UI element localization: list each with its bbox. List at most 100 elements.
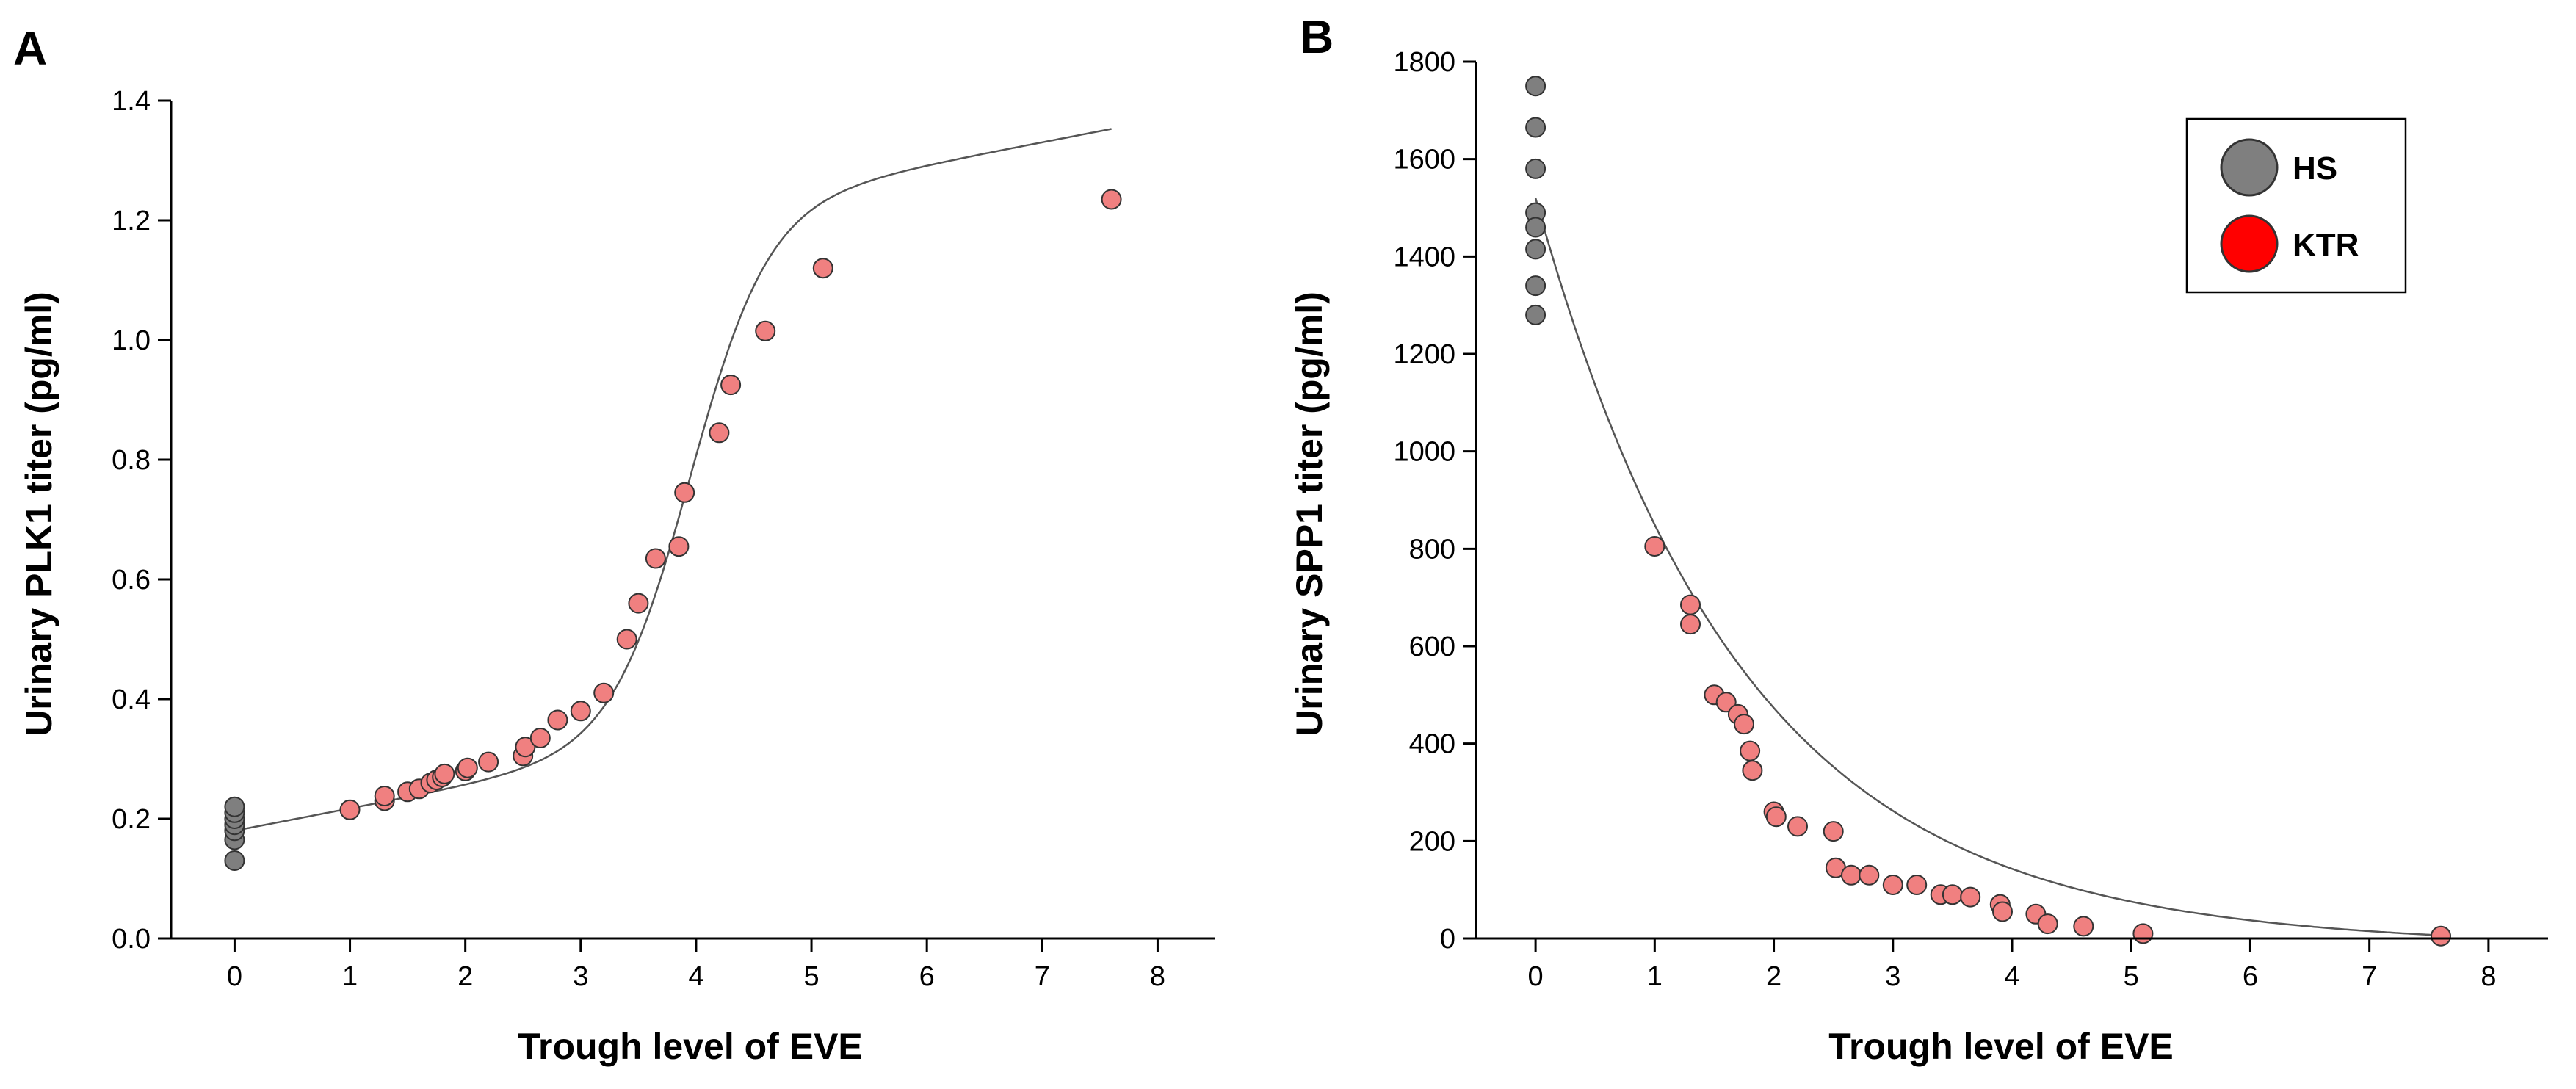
panel-b-x-tick-label: 1	[1647, 961, 1663, 992]
panel-b-point-ktr	[1960, 886, 1981, 908]
panel-b-point-ktr	[1787, 816, 1808, 837]
panel-a-fit-line	[234, 128, 1112, 832]
panel-b-label: B	[1300, 10, 1334, 63]
panel-a-x-tick-label: 5	[803, 961, 819, 992]
panel-b-y-tick-label: 0	[1440, 924, 1455, 955]
panel-b-point-ktr	[1882, 875, 1903, 895]
panel-b-point-ktr	[1740, 740, 1761, 761]
panel-a-y-tick-label: 0.6	[112, 565, 151, 596]
panel-a-point-hs	[224, 850, 245, 871]
panel-b-point-hs	[1525, 217, 1546, 238]
panel-a-point-ktr	[457, 757, 478, 778]
panel-a-point-ktr	[515, 737, 536, 758]
panel-a-x-tick-label: 1	[342, 961, 358, 992]
panel-b-point-ktr	[1823, 821, 1844, 842]
panel-b-point-ktr	[1680, 594, 1701, 615]
panel-a-point-hs	[224, 796, 245, 817]
legend-box	[2185, 117, 2407, 294]
legend: HS KTR	[2185, 117, 2407, 294]
panel-a-point-ktr	[593, 682, 615, 703]
panel-b-y-tick-label: 800	[1409, 534, 1455, 565]
panel-b-point-ktr	[1742, 760, 1763, 781]
panel-a-axes: 0 1 2 3 4 5 6 7 8 0.0 0.2 0.4 0.6 0.8 1.0 1.2 1.4	[112, 86, 1215, 992]
panel-b-x-tick-label: 6	[2243, 961, 2258, 992]
panel-b-x-tick-label: 0	[1528, 961, 1544, 992]
panel-b-point-ktr	[1841, 864, 1862, 886]
panel-b-y-tick-label: 400	[1409, 729, 1455, 760]
panel-a-point-ktr	[547, 709, 568, 731]
panel-b-point-ktr	[1942, 884, 1963, 905]
panel-b-axes: 0 1 2 3 4 5 6 7 8 0 200 400 600 800 1000 1200 1400 1600 18…	[1393, 47, 2548, 992]
panel-b: B 0 1 2 3 4 5 6 7 8 0 200 400 600 800 1000 1200 1400 1600…	[1289, 10, 2548, 1067]
legend-ktr-label: KTR	[2293, 227, 2359, 263]
panel-b-point-ktr	[1715, 692, 1737, 713]
panel-a-x-tick-label: 4	[688, 961, 703, 992]
panel-a: A 0 1 2 3 4 5 6 7 8 0.0 0.2 0.4 0.6 0.8 1.0 1.2 1.4 Trou…	[13, 22, 1215, 1067]
panel-b-x-tick-label: 7	[2362, 961, 2377, 992]
panel-a-point-ktr	[570, 701, 591, 722]
panel-b-point-ktr	[2073, 916, 2094, 937]
panel-b-y-tick-label: 1200	[1393, 339, 1455, 370]
panel-a-x-tick-label: 6	[919, 961, 935, 992]
panel-a-x-tick-label: 3	[573, 961, 588, 992]
panel-b-y-tick-label: 1400	[1393, 242, 1455, 272]
panel-a-point-ktr	[668, 536, 690, 557]
panel-b-x-tick-label: 5	[2124, 961, 2139, 992]
panel-a-point-ktr	[720, 375, 742, 396]
panel-a-x-tick-label: 8	[1150, 961, 1165, 992]
legend-ktr-marker	[2220, 214, 2279, 273]
panel-a-point-ktr	[616, 629, 637, 650]
panel-a-y-tick-label: 0.0	[112, 924, 151, 955]
panel-b-point-ktr	[1734, 714, 1754, 735]
panel-a-y-tick-label: 1.4	[112, 86, 151, 117]
panel-a-x-tick-label: 2	[457, 961, 473, 992]
panel-b-point-hs	[1525, 117, 1546, 138]
panel-b-point-ktr	[2037, 913, 2058, 935]
panel-b-x-tick-label: 8	[2481, 961, 2496, 992]
panel-a-point-ktr	[374, 786, 395, 806]
panel-a-y-tick-label: 0.8	[112, 445, 151, 476]
panel-a-point-ktr	[434, 763, 455, 784]
panel-b-point-ktr	[1644, 536, 1665, 557]
panel-b-y-tick-label: 1000	[1393, 437, 1455, 468]
panel-a-point-ktr	[709, 422, 730, 444]
panel-a-x-axis-title: Trough level of EVE	[518, 1026, 863, 1067]
panel-a-y-tick-label: 0.4	[112, 684, 151, 715]
panel-b-fit-line	[1534, 198, 2442, 937]
legend-hs-label: HS	[2293, 151, 2337, 187]
panel-a-point-ktr	[755, 320, 776, 341]
panel-b-point-ktr	[1765, 806, 1787, 828]
panel-b-point-hs	[1525, 76, 1546, 97]
panel-b-y-tick-label: 200	[1409, 826, 1455, 857]
panel-b-point-ktr	[2132, 923, 2154, 944]
panel-b-point-ktr	[1992, 901, 2013, 922]
panel-a-points	[224, 189, 1122, 871]
panel-a-y-tick-label: 0.2	[112, 804, 151, 835]
panel-a-point-ktr	[529, 728, 551, 748]
panel-b-point-ktr	[1859, 864, 1880, 886]
panel-a-fit-curve	[234, 128, 1112, 832]
panel-a-y-tick-label: 1.2	[112, 206, 151, 236]
panel-a-point-ktr	[674, 482, 695, 503]
panel-b-x-tick-label: 4	[2004, 961, 2019, 992]
panel-b-x-tick-label: 3	[1885, 961, 1900, 992]
panel-a-y-axis-title: Urinary PLK1 titer (pg/ml)	[18, 292, 59, 737]
panel-b-point-hs	[1525, 239, 1546, 260]
panel-b-point-hs	[1525, 275, 1546, 297]
panel-a-point-ktr	[645, 548, 666, 569]
panel-a-point-ktr	[478, 751, 499, 773]
panel-b-y-axis-title: Urinary SPP1 titer (pg/ml)	[1289, 292, 1330, 737]
panel-b-point-ktr	[1680, 614, 1701, 635]
panel-b-point-ktr	[1906, 875, 1928, 895]
panel-b-point-hs	[1525, 304, 1546, 325]
panel-b-point-ktr	[2431, 925, 2451, 947]
panel-a-y-tick-label: 1.0	[112, 325, 151, 356]
panel-a-point-ktr	[339, 799, 361, 820]
panel-a-point-ktr	[1101, 189, 1122, 210]
panel-a-label: A	[13, 22, 47, 75]
panel-b-y-tick-label: 1600	[1393, 145, 1455, 176]
panel-a-point-ktr	[812, 258, 833, 279]
panel-b-x-tick-label: 2	[1766, 961, 1781, 992]
panel-a-x-tick-label: 7	[1035, 961, 1050, 992]
panel-b-y-tick-label: 1800	[1393, 47, 1455, 78]
